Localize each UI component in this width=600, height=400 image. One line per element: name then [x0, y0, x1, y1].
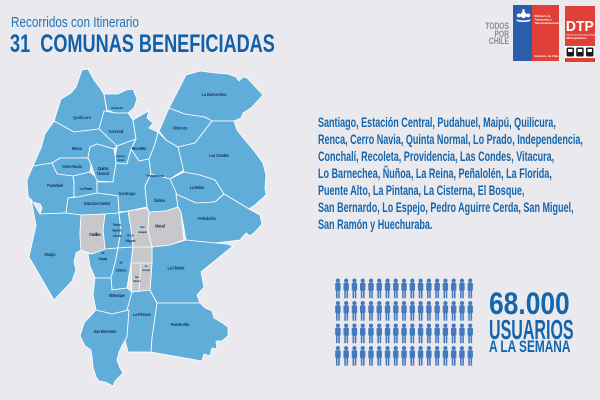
svg-text:Macul: Macul: [155, 224, 165, 229]
svg-text:San Bernardo: San Bernardo: [94, 329, 117, 334]
svg-text:Quinta: Quinta: [98, 166, 110, 171]
svg-text:Maipú: Maipú: [45, 252, 56, 257]
svg-text:Huechuraba: Huechuraba: [111, 106, 123, 110]
svg-text:Cerda: Cerda: [113, 234, 122, 238]
svg-text:La: La: [120, 261, 124, 265]
svg-text:Ministerio de: Ministerio de: [535, 14, 552, 18]
svg-text:DTP: DTP: [566, 19, 594, 36]
svg-text:Providencia: Providencia: [147, 174, 164, 178]
svg-text:El Bosque: El Bosque: [109, 293, 126, 298]
svg-text:La Florida: La Florida: [168, 266, 186, 271]
svg-text:Recoleta: Recoleta: [132, 146, 148, 151]
svg-text:Lo: Lo: [102, 251, 105, 255]
svg-text:Indepen-: Indepen-: [117, 154, 126, 158]
svg-text:Quilicura: Quilicura: [73, 115, 92, 120]
svg-text:Las Condes: Las Condes: [209, 153, 230, 158]
svg-text:Transportes y: Transportes y: [535, 17, 553, 21]
svg-text:San: San: [127, 234, 134, 238]
svg-text:Cerro Navia: Cerro Navia: [62, 164, 83, 169]
svg-text:La: La: [145, 264, 148, 268]
svg-text:Ñuñoa: Ñuñoa: [154, 198, 166, 203]
svg-text:Joaquín: Joaquín: [138, 230, 147, 234]
svg-text:Vitacura: Vitacura: [173, 126, 189, 131]
svg-text:Renca: Renca: [72, 146, 83, 151]
svg-text:Aguirre: Aguirre: [112, 229, 122, 233]
svg-text:La Reina: La Reina: [190, 185, 205, 190]
svg-text:Normal: Normal: [97, 171, 109, 176]
svg-text:San: San: [135, 275, 139, 279]
svg-text:Miguel: Miguel: [126, 239, 136, 243]
svg-text:Gobierno de Chile: Gobierno de Chile: [535, 54, 560, 58]
svg-text:Espejo: Espejo: [99, 257, 108, 261]
svg-text:Directorio de Transporte Públi: Directorio de Transporte Público: [567, 34, 596, 37]
svg-text:Estación Central: Estación Central: [84, 201, 110, 206]
svg-text:San: San: [140, 225, 145, 229]
svg-text:Telecomunicaciones: Telecomunicaciones: [535, 21, 560, 25]
svg-text:Peñalolén: Peñalolén: [198, 216, 216, 221]
svg-text:Ramón: Ramón: [133, 279, 141, 283]
svg-text:Pudahuel: Pudahuel: [47, 183, 63, 188]
svg-text:Cerrillos: Cerrillos: [89, 232, 102, 237]
svg-text:La Barnechea: La Barnechea: [202, 92, 228, 97]
svg-text:Metropolitano: Metropolitano: [567, 36, 587, 40]
svg-text:La Pintana: La Pintana: [133, 312, 152, 317]
svg-text:dencia: dencia: [118, 158, 125, 162]
svg-text:Puente Alto: Puente Alto: [171, 322, 190, 327]
svg-text:Lo Prado: Lo Prado: [80, 187, 94, 191]
svg-text:Conchalí: Conchalí: [109, 129, 125, 134]
svg-text:Pedro: Pedro: [113, 223, 121, 227]
svg-text:Santiago: Santiago: [119, 191, 136, 196]
svg-text:Cisterna: Cisterna: [116, 269, 128, 273]
svg-text:Granja: Granja: [142, 268, 150, 272]
